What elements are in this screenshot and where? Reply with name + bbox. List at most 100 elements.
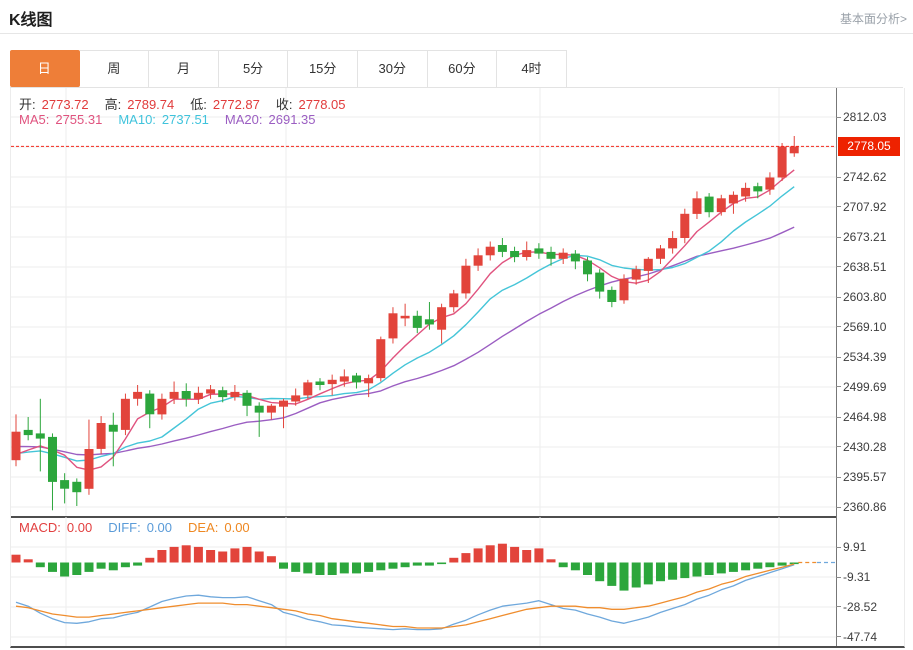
macd-bar xyxy=(765,562,775,568)
candle xyxy=(96,416,106,455)
ma-value: 2737.51 xyxy=(161,112,209,127)
macd-bar xyxy=(48,562,57,572)
macd-bar xyxy=(607,562,617,586)
candle xyxy=(206,385,216,399)
macd-bar xyxy=(120,562,130,568)
ohlc-label: 开: xyxy=(19,97,36,112)
y-axis-label: 2638.51 xyxy=(843,259,887,274)
y-axis-tick xyxy=(836,236,841,238)
candle xyxy=(583,257,592,282)
candle xyxy=(461,258,471,299)
y-axis-tick xyxy=(836,356,841,358)
macd-bar xyxy=(728,562,738,572)
macd-bar xyxy=(534,548,544,563)
macd-bar xyxy=(619,562,629,591)
candle xyxy=(169,381,179,404)
tab-30分[interactable]: 30分 xyxy=(357,50,428,87)
period-tab-bar: 日周月 5分 15分 30分 60分 4时 xyxy=(10,50,903,88)
candle xyxy=(558,248,568,264)
y-axis-tick xyxy=(836,116,841,118)
ohlc-value: 2778.05 xyxy=(298,97,346,112)
candle xyxy=(777,143,787,181)
y-axis-tick xyxy=(836,386,841,388)
y-axis-tick xyxy=(836,206,841,208)
macd-bar xyxy=(218,551,228,563)
macd-bar xyxy=(11,554,21,563)
macd-bar xyxy=(230,548,240,563)
macd-bar xyxy=(242,546,252,563)
panel-separator xyxy=(11,516,836,518)
macd-bar xyxy=(522,550,532,563)
tab-4时[interactable]: 4时 xyxy=(497,50,567,87)
candle xyxy=(741,182,751,202)
ma-label: MA10: xyxy=(118,112,156,127)
y-axis-label: 2464.98 xyxy=(843,410,887,424)
macd-axis-label: 9.91 xyxy=(843,540,867,554)
macd-bar xyxy=(206,550,216,563)
ohlc-value: 2789.74 xyxy=(127,97,175,112)
macd-axis-label: -47.74 xyxy=(843,629,878,644)
macd-bar xyxy=(716,562,726,574)
tab-15分[interactable]: 15分 xyxy=(288,50,358,87)
macd-readout: MACD: 0.00 DIFF: 0.00 DEA: 0.00 xyxy=(19,520,266,535)
macd-histogram xyxy=(11,543,799,591)
ohlc-value: 2772.87 xyxy=(212,97,260,112)
candle xyxy=(157,393,167,420)
candle xyxy=(352,372,361,389)
macd-bar xyxy=(558,562,568,568)
candle xyxy=(534,243,544,259)
y-axis-label: 2534.39 xyxy=(843,350,887,364)
candle xyxy=(485,241,495,261)
main-candlestick-chart xyxy=(11,88,836,517)
macd-bar xyxy=(339,562,349,574)
macd-bar xyxy=(23,559,33,563)
candle xyxy=(254,402,264,437)
candle xyxy=(753,182,763,199)
candle xyxy=(364,374,374,398)
macd-label: DEA: xyxy=(188,520,219,535)
macd-bar xyxy=(327,562,337,575)
y-axis-tick xyxy=(836,416,841,418)
y-axis-label: 2569.10 xyxy=(843,319,887,334)
macd-bar xyxy=(266,556,276,563)
ma-value: 2755.31 xyxy=(55,112,103,127)
y-axis-tick xyxy=(836,266,841,268)
macd-bar xyxy=(193,546,203,563)
ohlc-readout: 开: 2773.72 高: 2789.74 低: 2772.87 收: 2778.05 xyxy=(19,94,362,113)
candle xyxy=(218,386,228,403)
ma-readout: MA5: 2755.31 MA10: 2737.51 MA20: 2691.35 xyxy=(19,112,332,127)
candle xyxy=(72,478,82,506)
macd-bar xyxy=(424,562,434,566)
macd-bar xyxy=(133,562,143,566)
macd-bar xyxy=(388,562,398,569)
tab-日[interactable]: 日 xyxy=(10,50,80,87)
main-gridlines xyxy=(11,88,836,517)
fundamental-analysis-link[interactable]: 基本面分析> xyxy=(839,12,907,26)
tab-周[interactable]: 周 xyxy=(79,50,150,87)
candle xyxy=(510,246,520,263)
candle xyxy=(607,286,617,308)
candle xyxy=(48,433,57,511)
y-axis-label: 2499.69 xyxy=(843,379,887,394)
macd-bar xyxy=(789,562,799,565)
macd-bar xyxy=(485,545,495,563)
tab-月[interactable]: 月 xyxy=(149,50,219,87)
macd-bar xyxy=(753,562,763,569)
candle xyxy=(279,398,288,429)
tab-5分[interactable]: 5分 xyxy=(218,50,289,87)
macd-bar xyxy=(741,562,751,571)
macd-bar xyxy=(643,562,653,585)
candle xyxy=(680,208,690,244)
macd-bar xyxy=(656,562,665,582)
candle xyxy=(120,393,130,436)
macd-bar xyxy=(364,562,374,572)
candle xyxy=(789,136,799,157)
macd-bar xyxy=(668,562,678,580)
tab-60分[interactable]: 60分 xyxy=(427,50,498,87)
macd-value: 0.00 xyxy=(146,520,173,535)
candle xyxy=(522,241,532,261)
macd-bar xyxy=(254,551,264,563)
candle xyxy=(181,383,191,407)
macd-axis-tick xyxy=(836,576,841,578)
candle xyxy=(11,414,21,467)
